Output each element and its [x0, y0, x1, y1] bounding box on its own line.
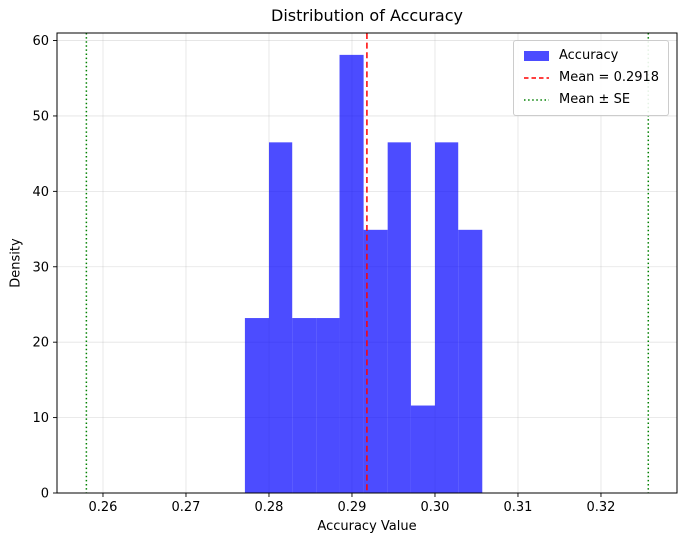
histogram-bar [292, 318, 317, 493]
y-tick-label: 60 [32, 34, 49, 49]
y-tick-label: 0 [41, 487, 49, 502]
legend-item-se: Mean ± SE [523, 92, 659, 108]
x-tick-label: 0.31 [503, 500, 532, 515]
legend-swatch-accuracy [524, 51, 549, 61]
plot-border [56, 32, 678, 494]
legend-swatch-se-lines [524, 99, 549, 101]
chart-title: Distribution of Accuracy [271, 6, 463, 25]
y-axis-label: Density [8, 238, 24, 288]
histogram-bar [387, 142, 411, 493]
x-tick-label: 0.27 [172, 500, 201, 515]
legend-label-mean: Mean = 0.2918 [559, 70, 660, 85]
legend-label-se: Mean ± SE [559, 92, 631, 107]
x-axis-label: Accuracy Value [317, 519, 417, 534]
y-tick-label: 10 [32, 411, 49, 426]
histogram-bar [339, 54, 364, 494]
y-tick-label: 20 [32, 336, 49, 351]
histogram-bar [268, 142, 293, 493]
histogram-bar [410, 405, 435, 493]
x-tick-label: 0.26 [89, 500, 118, 515]
y-tick-label: 40 [32, 185, 49, 200]
y-tick-label: 50 [32, 109, 49, 124]
legend-patch [524, 51, 549, 61]
legend-label-accuracy: Accuracy [559, 48, 619, 63]
histogram-bar [458, 229, 483, 493]
histogram-bar [434, 142, 459, 493]
x-tick-label: 0.29 [338, 500, 367, 515]
x-tick-label: 0.30 [420, 500, 449, 515]
legend-item-mean: Mean = 0.2918 [523, 70, 659, 86]
legend-swatch-mean-line [524, 77, 549, 79]
x-tick-label: 0.28 [255, 500, 284, 515]
histogram-bar [316, 318, 340, 493]
legend-item-accuracy: Accuracy [523, 48, 659, 64]
histogram-bar [244, 318, 269, 493]
x-tick-label: 0.32 [586, 500, 615, 515]
y-tick-label: 30 [32, 260, 49, 275]
legend: Accuracy Mean = 0.2918 Mean ± SE [513, 40, 670, 116]
